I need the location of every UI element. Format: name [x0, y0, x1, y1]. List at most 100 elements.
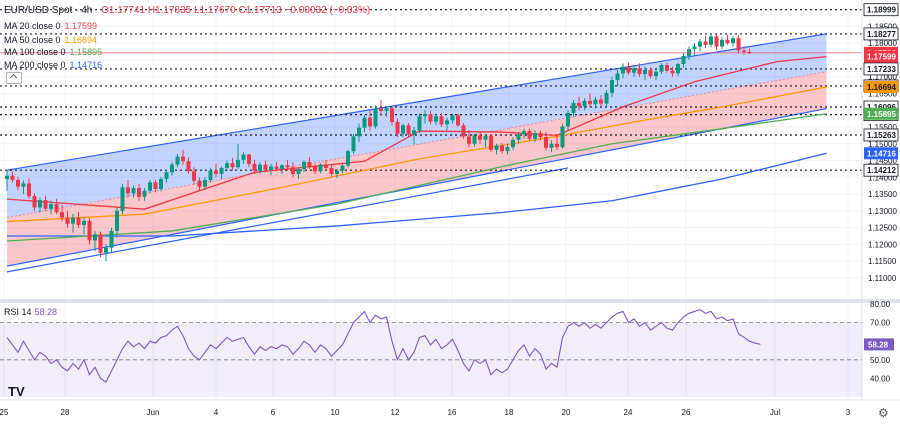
candle[interactable]: [280, 165, 284, 169]
candle[interactable]: [346, 151, 350, 166]
price-tag[interactable]: [864, 80, 898, 93]
candle[interactable]: [478, 135, 482, 140]
pane-separator[interactable]: [0, 299, 900, 303]
candle[interactable]: [120, 187, 125, 211]
candle[interactable]: [736, 38, 741, 51]
candle[interactable]: [335, 170, 339, 174]
candle[interactable]: [494, 145, 499, 150]
candle[interactable]: [192, 171, 196, 181]
candle[interactable]: [313, 166, 317, 172]
candle[interactable]: [698, 41, 702, 47]
candle[interactable]: [49, 204, 53, 209]
ma20-line[interactable]: [6, 55, 827, 210]
candle[interactable]: [203, 179, 207, 187]
candle[interactable]: [241, 154, 246, 160]
candle[interactable]: [164, 172, 169, 179]
candle[interactable]: [263, 164, 268, 170]
candle[interactable]: [153, 182, 158, 190]
channel-upper-line[interactable]: [6, 33, 827, 171]
candle[interactable]: [142, 190, 147, 197]
candle[interactable]: [593, 99, 598, 105]
candle[interactable]: [445, 120, 449, 125]
candle[interactable]: [643, 70, 647, 75]
candle[interactable]: [709, 36, 713, 45]
candle[interactable]: [351, 136, 356, 152]
candle[interactable]: [362, 117, 367, 128]
candle[interactable]: [483, 135, 488, 140]
candle[interactable]: [527, 131, 532, 139]
legend-ma100[interactable]: MA 100 close 0 1.15895: [4, 47, 102, 57]
candle[interactable]: [500, 145, 504, 152]
candle[interactable]: [423, 114, 427, 117]
candle[interactable]: [87, 220, 92, 241]
candle[interactable]: [197, 180, 202, 187]
candle[interactable]: [98, 234, 103, 253]
candle[interactable]: [170, 164, 174, 173]
candle[interactable]: [654, 71, 658, 77]
candle[interactable]: [247, 154, 251, 164]
rsi-legend[interactable]: RSI 14 58.28: [4, 307, 57, 317]
candle[interactable]: [725, 39, 730, 44]
candle[interactable]: [115, 210, 119, 231]
candle[interactable]: [406, 125, 411, 135]
candle[interactable]: [566, 112, 570, 127]
level-price-tag[interactable]: [863, 163, 899, 177]
candle[interactable]: [296, 168, 301, 174]
candle[interactable]: [137, 188, 141, 197]
candle[interactable]: [582, 100, 587, 107]
candle[interactable]: [230, 163, 235, 168]
candle[interactable]: [571, 102, 576, 113]
candle[interactable]: [588, 100, 592, 105]
candle[interactable]: [175, 156, 180, 165]
candle[interactable]: [10, 175, 15, 180]
rsi-line[interactable]: [6, 308, 761, 383]
candle[interactable]: [621, 66, 625, 74]
level-price-tag[interactable]: [863, 62, 899, 76]
candle[interactable]: [104, 247, 108, 253]
candle[interactable]: [681, 55, 686, 64]
candle[interactable]: [538, 133, 543, 138]
legend-ma200[interactable]: MA 200 close 0 1.14716: [4, 60, 102, 70]
candle[interactable]: [428, 114, 433, 122]
candle[interactable]: [357, 127, 361, 137]
candle[interactable]: [379, 108, 383, 111]
candle[interactable]: [731, 38, 735, 44]
candle[interactable]: [632, 68, 636, 73]
candle[interactable]: [461, 125, 466, 137]
candle[interactable]: [676, 63, 680, 74]
candle[interactable]: [522, 131, 526, 135]
candle[interactable]: [60, 212, 64, 218]
candle[interactable]: [390, 108, 394, 122]
candle[interactable]: [549, 143, 554, 148]
candle[interactable]: [159, 178, 163, 190]
candle[interactable]: [181, 156, 185, 162]
tradingview-logo[interactable]: TV: [8, 384, 25, 399]
candle[interactable]: [747, 51, 752, 53]
legend-ma20[interactable]: MA 20 close 0 1.17599: [4, 21, 97, 31]
candle[interactable]: [714, 36, 719, 47]
candle[interactable]: [742, 50, 746, 52]
candle[interactable]: [450, 115, 455, 121]
candle[interactable]: [659, 64, 664, 72]
candle[interactable]: [544, 137, 548, 148]
candle[interactable]: [417, 116, 422, 131]
candle[interactable]: [318, 164, 323, 172]
candle[interactable]: [236, 159, 240, 168]
candle[interactable]: [307, 161, 312, 167]
candle[interactable]: [412, 130, 416, 135]
candle[interactable]: [505, 147, 510, 152]
candle[interactable]: [329, 167, 334, 174]
candle[interactable]: [5, 175, 9, 179]
candle[interactable]: [516, 134, 521, 140]
candle[interactable]: [214, 170, 218, 174]
candle[interactable]: [82, 220, 86, 225]
candle[interactable]: [32, 196, 37, 208]
candle[interactable]: [109, 230, 114, 248]
legend-ma50[interactable]: MA 50 close 0 1.16694: [4, 35, 97, 45]
candle[interactable]: [489, 135, 493, 150]
candle[interactable]: [148, 182, 152, 191]
candle[interactable]: [665, 64, 669, 71]
rsi-value-tag[interactable]: [864, 338, 894, 351]
candle[interactable]: [401, 125, 405, 134]
candle[interactable]: [93, 234, 97, 241]
